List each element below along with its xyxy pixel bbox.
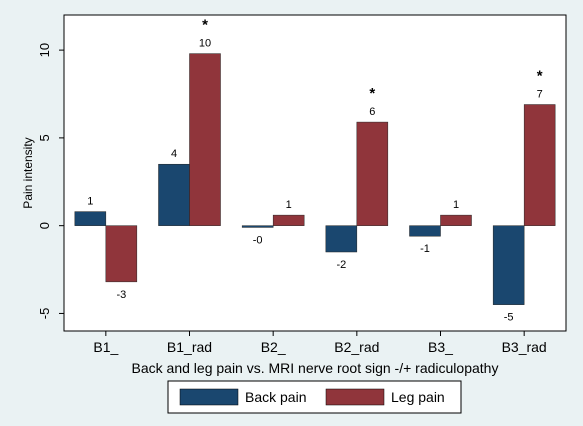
bar-back-pain xyxy=(492,225,525,305)
data-label: -1 xyxy=(420,243,430,255)
y-tick-label: 5 xyxy=(37,134,52,141)
bar-leg-pain xyxy=(523,104,556,226)
plot-area xyxy=(63,14,567,332)
x-axis-label: Back and leg pain vs. MRI nerve root sig… xyxy=(132,360,499,376)
y-tick-label: -5 xyxy=(37,308,52,320)
x-tick-label: B2_rad xyxy=(334,339,379,355)
bars-layer xyxy=(74,53,556,305)
data-label: 1 xyxy=(453,199,459,211)
bar-back-pain xyxy=(158,163,190,226)
legend-label-back-pain: Back pain xyxy=(245,389,306,405)
x-tick-label: B2_ xyxy=(261,339,286,355)
y-axis-label: Pain intensity xyxy=(21,137,35,208)
significance-marker: * xyxy=(537,68,543,85)
bar-leg-pain xyxy=(440,214,472,226)
legend-label-leg-pain: Leg pain xyxy=(391,389,445,405)
legend-swatch-leg-pain xyxy=(325,388,385,406)
legend-swatch-back-pain xyxy=(179,388,239,406)
y-axis: -5 0 5 10 xyxy=(37,43,64,319)
bar-leg-pain xyxy=(105,225,138,283)
data-label: 6 xyxy=(369,106,375,118)
data-label: 7 xyxy=(537,89,543,101)
significance-marker: * xyxy=(202,17,208,34)
x-tick-label: B1_rad xyxy=(167,339,212,355)
bar-back-pain xyxy=(74,211,107,226)
legend: Back pain Leg pain xyxy=(167,380,462,414)
bar-leg-pain xyxy=(272,214,305,226)
bar-leg-pain xyxy=(356,121,389,226)
x-tick-label: B1_ xyxy=(93,339,118,355)
data-label: -3 xyxy=(116,289,126,301)
bar-back-pain xyxy=(409,225,441,237)
x-axis: B1_ B1_rad B2_ B2_rad B3_ B3_rad xyxy=(93,331,547,355)
x-tick-label: B3_rad xyxy=(502,339,547,355)
labels-layer: 1 -3 4 10 * -0 1 -2 6 * -1 1 -5 7 * xyxy=(87,17,542,324)
data-label: 1 xyxy=(286,199,292,211)
x-tick-label: B3_ xyxy=(428,339,453,355)
y-tick-label: 0 xyxy=(37,222,52,229)
data-label: 4 xyxy=(171,148,177,160)
data-label: -5 xyxy=(504,312,514,324)
bar-back-pain xyxy=(241,225,274,228)
bar-back-pain xyxy=(325,225,358,253)
significance-marker: * xyxy=(369,85,375,102)
data-label: 1 xyxy=(87,196,93,208)
bar-leg-pain xyxy=(189,53,221,226)
y-tick-label: 10 xyxy=(37,43,52,57)
data-label: -2 xyxy=(336,259,346,271)
data-label: -0 xyxy=(253,234,263,246)
data-label: 10 xyxy=(199,38,211,50)
